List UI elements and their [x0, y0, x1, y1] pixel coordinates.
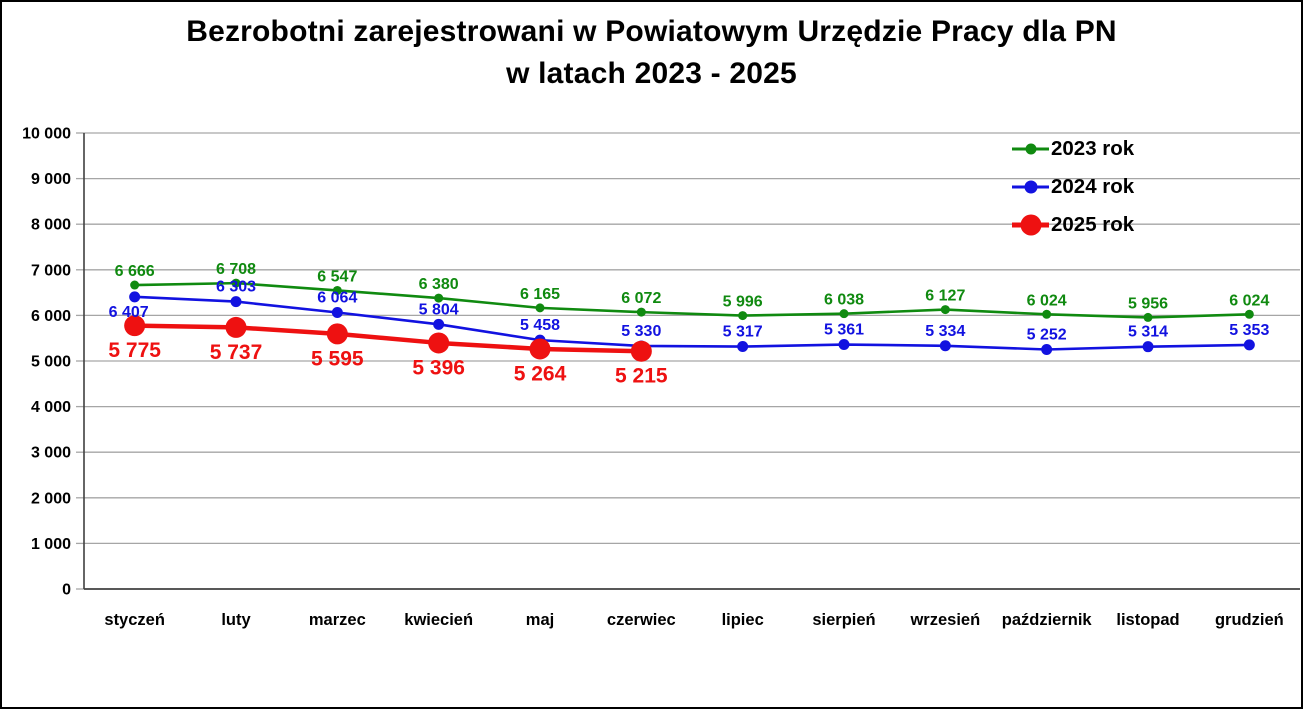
data-point-marker-2023-rok	[839, 309, 849, 319]
data-label: 5 996	[723, 294, 763, 311]
series-line-2025-rok	[134, 323, 642, 354]
data-label: 6 380	[419, 276, 459, 293]
data-label: 5 737	[210, 341, 263, 364]
data-label: 5 458	[520, 317, 560, 334]
legend-marker-2024-icon	[1012, 174, 1049, 200]
chart-title-line2: w latach 2023 - 2025	[506, 57, 797, 90]
data-label: 6 547	[317, 268, 357, 285]
data-label: 6 038	[824, 292, 864, 309]
legend-entry-2024: 2024 rok	[1012, 168, 1134, 206]
legend-marker-2025-icon	[1012, 212, 1049, 238]
x-tick-label: wrzesień	[909, 611, 980, 629]
series-line-2024-rok	[134, 295, 1250, 351]
data-label: 5 595	[311, 347, 364, 370]
data-point-marker-2023-rok	[636, 307, 646, 317]
y-tick-label: 1 000	[31, 536, 71, 553]
data-point-marker-2024-rok	[129, 291, 141, 303]
data-point-marker-2023-rok	[130, 280, 140, 290]
y-tick-label: 5 000	[31, 354, 71, 371]
data-label: 6 407	[109, 304, 149, 321]
legend-entry-2025: 2025 rok	[1012, 206, 1134, 244]
data-label: 6 064	[317, 289, 357, 306]
data-point-marker-2023-rok	[1042, 309, 1052, 319]
y-tick-label: 7 000	[31, 262, 71, 279]
legend-entry-2023: 2023 rok	[1012, 130, 1134, 168]
data-point-marker-2025-rok	[529, 338, 551, 360]
data-label: 6 024	[1229, 292, 1269, 309]
data-point-marker-2025-rok	[124, 315, 146, 337]
legend-label-2024: 2024 rok	[1051, 175, 1135, 198]
x-tick-label: listopad	[1116, 611, 1179, 629]
data-point-marker-2023-rok	[738, 311, 748, 321]
data-label: 6 127	[925, 288, 965, 305]
x-tick-label: październik	[1002, 611, 1093, 629]
data-point-marker-2025-rok	[630, 340, 652, 362]
data-point-marker-2023-rok	[535, 303, 545, 313]
x-tick-label: grudzień	[1215, 611, 1284, 629]
x-tick-label: kwiecień	[404, 611, 473, 629]
data-label: 5 804	[419, 301, 459, 318]
data-point-marker-2023-rok	[231, 278, 241, 288]
y-tick-label: 6 000	[31, 308, 71, 325]
data-label: 6 303	[216, 279, 256, 296]
data-label: 5 317	[723, 324, 763, 341]
y-tick-label: 2 000	[31, 490, 71, 507]
legend-label-2023: 2023 rok	[1051, 137, 1135, 160]
legend-marker-2023-icon	[1012, 136, 1049, 162]
data-label: 5 330	[621, 323, 661, 340]
data-point-marker-2025-rok	[225, 316, 247, 338]
data-point-marker-2023-rok	[434, 293, 444, 303]
data-point-marker-2023-rok	[1244, 309, 1254, 319]
legend-label-2025: 2025 rok	[1051, 213, 1135, 236]
y-tick-label: 8 000	[31, 217, 71, 234]
data-label: 5 334	[925, 323, 965, 340]
data-point-marker-2024-rok	[1243, 339, 1255, 351]
data-point-marker-2024-rok	[1142, 341, 1154, 353]
data-point-marker-2023-rok	[332, 285, 342, 295]
data-label: 5 396	[412, 356, 465, 379]
legend: 2023 rok 2024 rok 2025 rok	[1012, 130, 1134, 244]
chart-title-line1: Bezrobotni zarejestrowani w Powiatowym U…	[186, 15, 1117, 48]
y-tick-label: 0	[62, 582, 71, 599]
data-label: 5 314	[1128, 324, 1168, 341]
y-tick-label: 9 000	[31, 171, 71, 188]
data-point-marker-2024-rok	[737, 341, 749, 353]
data-label: 6 165	[520, 286, 560, 303]
data-point-marker-2024-rok	[331, 306, 343, 318]
data-point-marker-2024-rok	[433, 318, 445, 330]
data-label: 6 024	[1027, 292, 1067, 309]
x-tick-label: lipiec	[722, 611, 764, 629]
data-point-marker-2024-rok	[1041, 344, 1053, 356]
data-label: 5 215	[615, 365, 668, 388]
chart-title: Bezrobotni zarejestrowani w Powiatowym U…	[2, 11, 1301, 95]
data-point-marker-2025-rok	[326, 323, 348, 345]
x-tick-label: maj	[526, 611, 554, 629]
y-tick-label: 3 000	[31, 445, 71, 462]
data-label: 5 956	[1128, 295, 1168, 312]
data-label: 6 072	[621, 290, 661, 307]
data-label: 6 666	[115, 263, 155, 280]
data-label: 5 775	[108, 339, 161, 362]
data-point-marker-2025-rok	[428, 332, 450, 354]
x-tick-label: marzec	[309, 611, 366, 629]
y-tick-label: 4 000	[31, 399, 71, 416]
data-point-marker-2023-rok	[1143, 312, 1153, 322]
x-tick-label: czerwiec	[607, 611, 676, 629]
data-point-marker-2023-rok	[940, 305, 950, 315]
data-label: 5 361	[824, 322, 864, 339]
data-label: 5 353	[1229, 322, 1269, 339]
data-point-marker-2024-rok	[939, 340, 951, 352]
y-tick-label: 10 000	[22, 126, 71, 143]
data-label: 6 708	[216, 261, 256, 278]
x-tick-label: sierpień	[812, 611, 875, 629]
x-tick-label: styczeń	[104, 611, 165, 629]
x-tick-label: luty	[221, 611, 251, 629]
data-label: 5 264	[514, 362, 567, 385]
data-point-marker-2024-rok	[838, 339, 850, 351]
data-label: 5 252	[1027, 327, 1067, 344]
data-point-marker-2024-rok	[230, 296, 242, 308]
series-line-2023-rok	[134, 281, 1250, 319]
